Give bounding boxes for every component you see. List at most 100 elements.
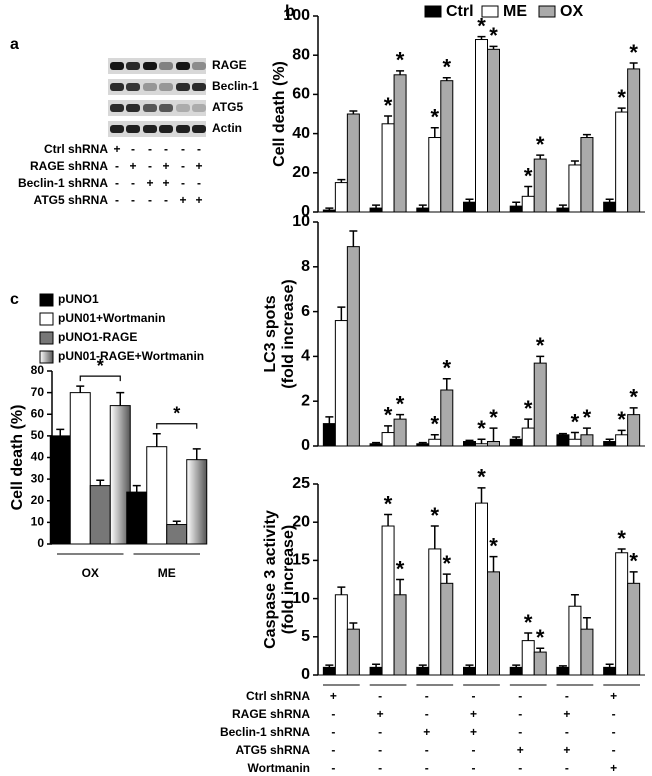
band-label: Beclin-1	[212, 79, 259, 93]
bar	[627, 414, 641, 447]
legend-label: OX	[560, 3, 583, 20]
condition-mark: -	[131, 142, 135, 156]
condition-mark: -	[181, 142, 185, 156]
error-bar	[325, 664, 334, 668]
bracket-label: *	[173, 403, 180, 423]
bar	[521, 427, 535, 447]
bar	[346, 113, 360, 213]
significance-marker: *	[629, 40, 638, 65]
error-bar	[477, 487, 486, 504]
bar	[440, 389, 454, 447]
significance-marker: *	[489, 405, 498, 430]
condition-mark: -	[612, 725, 616, 739]
y-tick-label: 8	[301, 258, 310, 275]
condition-mark: -	[565, 761, 569, 775]
blot-band	[143, 104, 157, 112]
condition-mark: -	[331, 707, 335, 721]
condition-mark: +	[129, 159, 136, 173]
condition-mark: -	[472, 761, 476, 775]
condition-mark: +	[146, 176, 153, 190]
error-bar	[96, 479, 105, 486]
condition-mark: -	[612, 743, 616, 757]
bar	[334, 182, 348, 213]
condition-mark: -	[378, 689, 382, 703]
condition-label: ATG5 shRNA	[34, 193, 109, 207]
panel-label: a	[10, 36, 19, 53]
significance-marker: *	[489, 23, 498, 48]
bar	[381, 432, 395, 447]
bar	[580, 628, 594, 676]
y-tick-label: 0	[301, 203, 310, 220]
significance-marker: *	[396, 391, 405, 416]
bar	[69, 392, 91, 545]
error-bar	[558, 665, 567, 668]
condition-mark: -	[148, 193, 152, 207]
legend-swatch	[39, 331, 54, 345]
bar	[463, 666, 476, 676]
significance-marker: *	[571, 409, 580, 434]
bar	[89, 485, 111, 545]
bar	[533, 362, 547, 447]
condition-mark: -	[472, 743, 476, 757]
error-bar	[442, 378, 451, 390]
y-tick-label: 20	[292, 164, 310, 181]
bar	[322, 666, 336, 676]
condition-mark: -	[425, 761, 429, 775]
condition-mark: -	[181, 176, 185, 190]
error-bar	[477, 438, 486, 444]
error-bar	[582, 427, 591, 435]
bar	[381, 525, 395, 676]
y-tick-label: 50	[31, 428, 45, 442]
y-axis-title: (fold increase)	[280, 525, 297, 634]
bar	[603, 441, 617, 447]
error-bar	[418, 664, 427, 668]
condition-mark: -	[115, 159, 119, 173]
bar	[615, 434, 629, 447]
blot-band	[192, 125, 206, 133]
significance-marker: *	[477, 416, 486, 441]
significance-marker: *	[617, 407, 626, 432]
condition-mark: -	[518, 725, 522, 739]
legend-swatch	[538, 5, 556, 18]
error-bar	[558, 432, 567, 435]
error-bar	[465, 664, 474, 668]
error-bar	[524, 418, 533, 429]
bar	[475, 502, 488, 676]
significance-marker: *	[536, 625, 545, 650]
error-bar	[489, 45, 498, 50]
y-tick-label: 60	[292, 86, 310, 103]
condition-mark: -	[131, 193, 135, 207]
blot-band	[126, 104, 140, 112]
condition-mark: -	[115, 193, 119, 207]
bar	[416, 443, 430, 447]
condition-mark: -	[425, 689, 429, 703]
condition-mark: +	[470, 725, 477, 739]
condition-mark: -	[518, 707, 522, 721]
condition-label: Ctrl shRNA	[246, 689, 310, 703]
bar	[556, 666, 570, 676]
error-bar	[629, 407, 638, 415]
condition-mark: -	[197, 176, 201, 190]
bar	[381, 123, 395, 213]
condition-mark: +	[517, 743, 524, 757]
error-bar	[192, 448, 201, 460]
y-tick-label: 0	[37, 536, 44, 550]
condition-mark: -	[378, 725, 382, 739]
bracket-label: *	[97, 356, 104, 376]
bar	[334, 320, 348, 447]
legend-label: pUN01-RAGE+Wortmanin	[58, 349, 204, 363]
error-bar	[430, 126, 439, 138]
condition-mark: +	[330, 689, 337, 703]
error-bar	[396, 578, 405, 595]
condition-label: Beclin-1 shRNA	[18, 176, 108, 190]
bar	[556, 434, 570, 447]
bar	[369, 666, 383, 676]
blot-band	[126, 83, 140, 91]
significance-marker: *	[617, 85, 626, 110]
error-bar	[396, 70, 405, 75]
significance-marker: *	[443, 356, 452, 381]
significance-marker: *	[384, 93, 393, 118]
error-bar	[372, 663, 381, 668]
bar	[428, 438, 442, 447]
blot-band	[110, 62, 124, 70]
